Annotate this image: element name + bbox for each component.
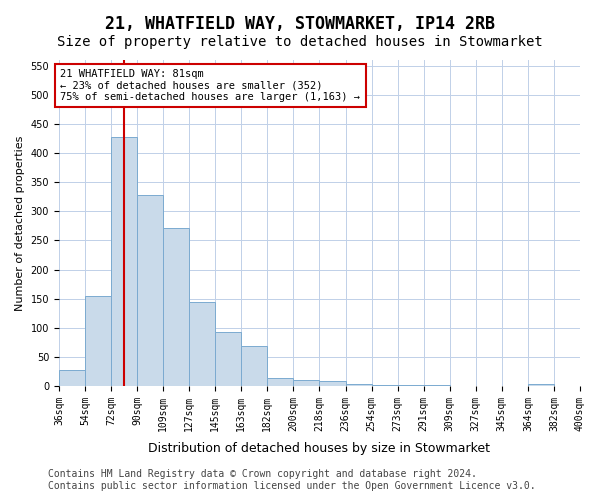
Bar: [137, 195, 163, 386]
Bar: [346, 384, 371, 386]
Text: 21, WHATFIELD WAY, STOWMARKET, IP14 2RB: 21, WHATFIELD WAY, STOWMARKET, IP14 2RB: [105, 15, 495, 33]
Y-axis label: Number of detached properties: Number of detached properties: [15, 136, 25, 310]
Bar: [215, 332, 241, 386]
Bar: [59, 370, 85, 386]
Bar: [241, 346, 268, 386]
Bar: [528, 384, 554, 386]
Bar: [163, 228, 189, 386]
Text: Size of property relative to detached houses in Stowmarket: Size of property relative to detached ho…: [57, 35, 543, 49]
Text: Contains HM Land Registry data © Crown copyright and database right 2024.
Contai: Contains HM Land Registry data © Crown c…: [48, 470, 536, 491]
X-axis label: Distribution of detached houses by size in Stowmarket: Distribution of detached houses by size …: [148, 442, 490, 455]
Bar: [189, 302, 215, 386]
Bar: [268, 378, 293, 386]
Text: 21 WHATFIELD WAY: 81sqm
← 23% of detached houses are smaller (352)
75% of semi-d: 21 WHATFIELD WAY: 81sqm ← 23% of detache…: [61, 68, 361, 102]
Bar: [85, 296, 111, 386]
Bar: [293, 380, 319, 386]
Bar: [319, 382, 346, 386]
Bar: [111, 137, 137, 386]
